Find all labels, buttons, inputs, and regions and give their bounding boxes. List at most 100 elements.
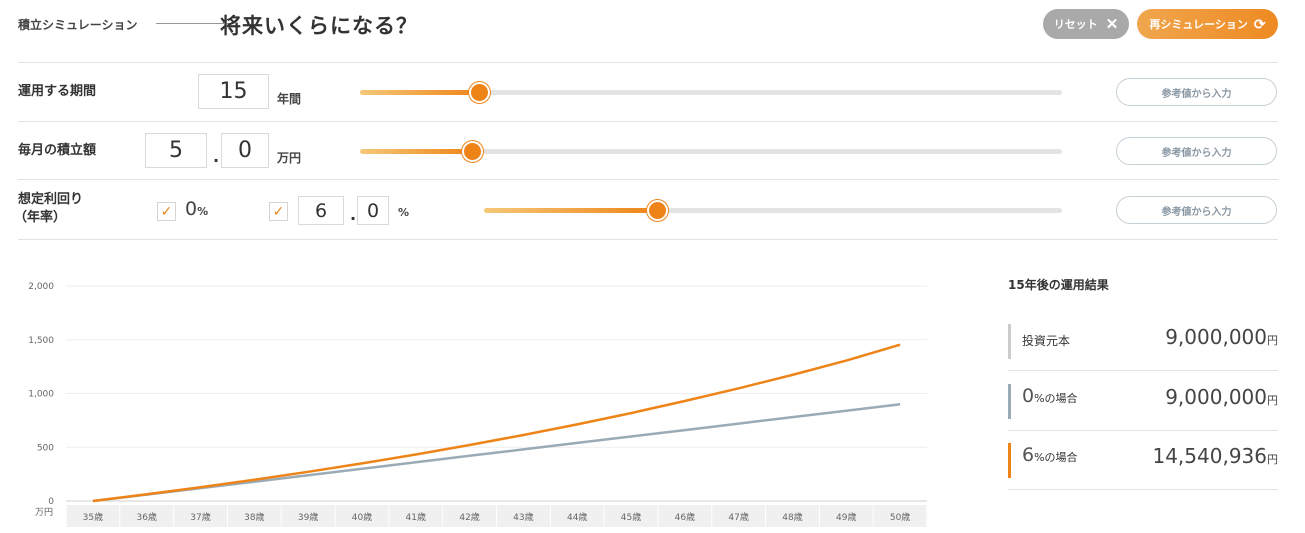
x-tick-label: 42歳: [459, 511, 479, 523]
x-category-slot: [66, 505, 120, 527]
y-tick-label: 1,000: [28, 390, 54, 400]
x-tick-label: 39歳: [298, 511, 318, 523]
x-tick-label: 48歳: [782, 511, 802, 523]
rate-dec-input[interactable]: 0: [357, 196, 389, 225]
period-label: 運用する期間: [18, 84, 97, 99]
x-category-slot: [819, 505, 873, 527]
refresh-icon: ⟳: [1253, 16, 1266, 32]
six-percent-color-bar: [1008, 443, 1011, 478]
six-percent-number: 6: [1022, 444, 1035, 466]
x-category-slot: [658, 505, 712, 527]
x-tick-label: 47歳: [728, 511, 748, 523]
x-tick-label: 37歳: [190, 511, 210, 523]
custom-rate-checkbox[interactable]: ✓: [269, 202, 288, 221]
rate-reference-button[interactable]: 参考値から入力: [1116, 196, 1277, 224]
monthly-slider-fill: [360, 149, 473, 154]
resimulate-button[interactable]: 再シミュレーション ⟳: [1137, 9, 1278, 39]
zero-percent-value: 9,000,000円: [1165, 385, 1278, 409]
period-input[interactable]: 15: [198, 74, 269, 109]
rate-int-input[interactable]: 6: [298, 196, 344, 225]
period-row: 運用する期間 15 年間 参考値から入力: [18, 62, 1278, 121]
zero-percent-suffix: %の場合: [1034, 392, 1078, 405]
section-eyebrow: 積立シミュレーション: [18, 18, 138, 32]
x-tick-label: 46歳: [675, 511, 695, 523]
rate-slider[interactable]: [484, 200, 1062, 221]
period-slider-fill: [360, 90, 480, 95]
growth-chart: 0 500 1,000 1,500 2,000 万円 35歳 36歳 37歳 38歳 39歳 40歳 4…: [28, 282, 927, 527]
page-title: 将来いくらになる？: [220, 14, 418, 38]
principal-row: 投資元本 9,000,000円: [1008, 312, 1278, 371]
principal-value: 9,000,000円: [1165, 325, 1278, 349]
monthly-slider[interactable]: [360, 141, 1062, 162]
period-slider[interactable]: [360, 82, 1062, 103]
x-category-slot: [174, 505, 227, 527]
zero-percent-label: 0%の場合: [1022, 385, 1078, 407]
x-category-slot: [227, 505, 281, 527]
zero-rate-checkbox[interactable]: ✓: [157, 202, 176, 221]
yen-unit: 円: [1267, 334, 1278, 347]
results-title: 15年後の運用結果: [1008, 278, 1109, 292]
y-tick-label: 0: [48, 497, 54, 507]
rate-label-line1: 想定利回り: [18, 192, 84, 207]
rate-label-line2: （年率）: [14, 210, 67, 225]
x-tick-label: 44歳: [567, 511, 587, 523]
x-category-slot: [873, 505, 927, 527]
x-category-slot: [281, 505, 335, 527]
x-tick-label: 50歳: [890, 511, 910, 523]
period-unit: 年間: [277, 92, 302, 106]
close-icon: ✕: [1105, 15, 1119, 33]
rate-slider-handle[interactable]: [647, 200, 669, 221]
six-percent-suffix: %の場合: [1034, 451, 1078, 464]
rate-row: 想定利回り （年率） ✓ 0% ✓ 6 . 0 % 参考値から入力: [14, 179, 1278, 240]
monthly-unit: 万円: [277, 151, 302, 165]
six-percent-row: 6%の場合 14,540,936円: [1008, 431, 1278, 490]
series-line-0: [92, 343, 901, 503]
series-line-1: [92, 403, 901, 503]
y-unit-label: 万円: [35, 507, 53, 518]
x-category-slot: [389, 505, 443, 527]
x-category-slot: [497, 505, 550, 527]
x-category-slot: [335, 505, 389, 527]
monthly-reference-button[interactable]: 参考値から入力: [1116, 137, 1277, 165]
check-icon: ✓: [160, 203, 173, 220]
x-category-slot: [120, 505, 174, 527]
principal-label: 投資元本: [1022, 334, 1071, 348]
x-tick-label: 35歳: [83, 511, 103, 523]
zero-percent-number: 0: [1022, 385, 1035, 407]
yen-unit: 円: [1267, 394, 1278, 407]
zero-percent-color-bar: [1008, 384, 1011, 419]
x-category-slot: [712, 505, 766, 527]
x-tick-label: 43歳: [513, 511, 533, 523]
six-percent-value: 14,540,936円: [1152, 444, 1278, 468]
x-category-slot: [443, 505, 496, 527]
six-percent-amount: 14,540,936: [1152, 444, 1267, 468]
period-reference-button[interactable]: 参考値から入力: [1116, 78, 1277, 106]
monthly-dec-input[interactable]: 0: [221, 133, 269, 168]
zero-percent-amount: 9,000,000: [1165, 385, 1267, 409]
decimal-point: .: [213, 147, 220, 166]
zero-rate-percent: %: [197, 205, 209, 218]
x-tick-label: 36歳: [136, 511, 156, 523]
rate-slider-fill: [484, 208, 658, 213]
period-slider-handle[interactable]: [469, 82, 491, 103]
monthly-int-input[interactable]: 5: [145, 133, 207, 168]
rate-unit: %: [398, 206, 410, 219]
monthly-slider-handle[interactable]: [462, 141, 484, 162]
principal-color-bar: [1008, 324, 1011, 359]
check-icon: ✓: [272, 203, 285, 220]
y-tick-label: 2,000: [28, 282, 54, 292]
zero-percent-row: 0%の場合 9,000,000円: [1008, 372, 1278, 431]
rate-label: 想定利回り （年率）: [14, 191, 84, 227]
x-category-slot: [550, 505, 604, 527]
header: 積立シミュレーション 将来いくらになる？ リセット ✕ 再シミュレーション ⟳: [18, 0, 1278, 62]
x-tick-label: 45歳: [621, 511, 641, 523]
yen-unit: 円: [1267, 453, 1278, 466]
decimal-point: .: [350, 205, 357, 224]
y-tick-label: 500: [37, 443, 54, 453]
y-tick-label: 1,500: [28, 336, 54, 346]
monthly-label: 毎月の積立額: [18, 143, 97, 158]
monthly-row: 毎月の積立額 5 . 0 万円 参考値から入力: [18, 121, 1278, 179]
x-tick-label: 49歳: [836, 511, 856, 523]
reset-button-label: リセット: [1053, 19, 1098, 31]
reset-button[interactable]: リセット ✕: [1043, 9, 1129, 39]
